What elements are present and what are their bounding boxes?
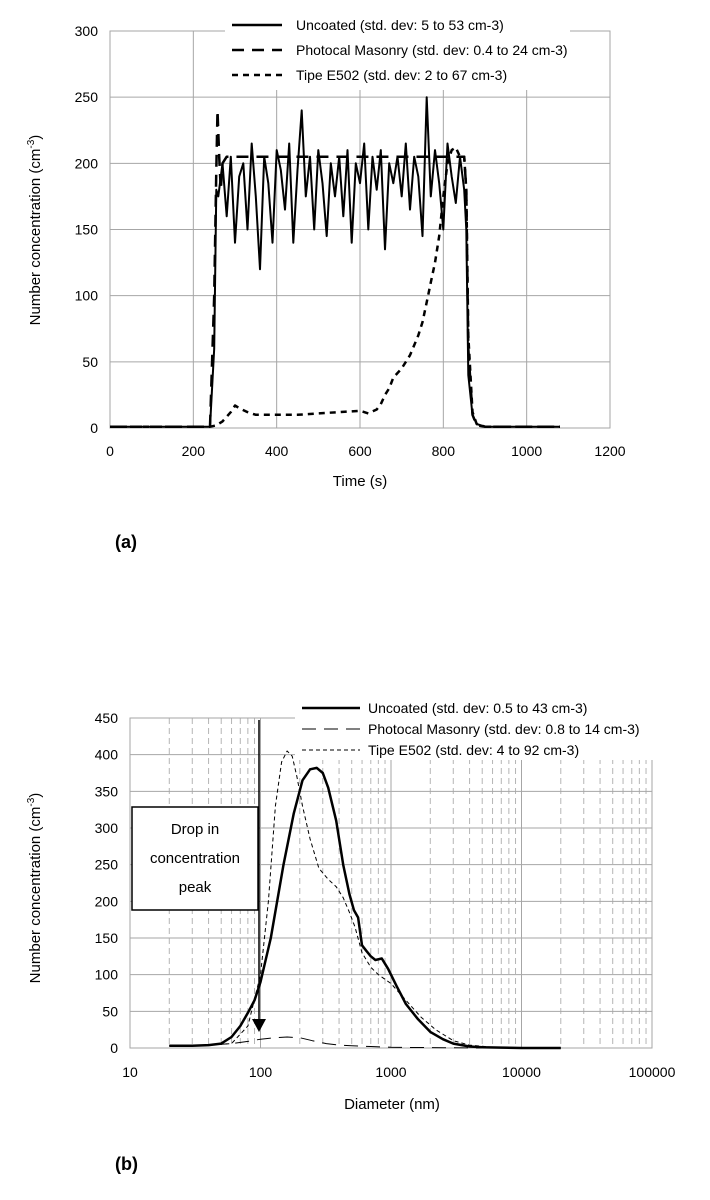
- chart-y-tick-label: 450: [95, 710, 119, 726]
- chart-y-tick-label: 50: [102, 1003, 118, 1019]
- chart-x-tick-label: 100000: [629, 1064, 676, 1080]
- chart-b-legend-background: [295, 697, 695, 760]
- chart-a-y-tick-labels: 0 50 100 150 200 250 300: [75, 23, 99, 436]
- chart-a-x-axis-label: Time (s): [333, 473, 387, 490]
- panel-a-label: (a): [115, 532, 137, 552]
- chart-y-tick-label: 300: [75, 23, 99, 39]
- chart-b-annotation: Drop in concentration peak: [131, 720, 266, 1032]
- chart-y-tick-label: 350: [95, 783, 119, 799]
- chart-series-line-2: [169, 1036, 561, 1049]
- chart-series-line-1: [169, 766, 561, 1050]
- chart-x-tick-label: 600: [348, 443, 372, 459]
- chart-a-grid: [109, 30, 611, 429]
- chart-a-legend-label-uncoated: Uncoated (std. dev: 5 to 53 cm-3): [296, 17, 504, 33]
- chart-a-y-axis-label-end: ): [27, 135, 44, 140]
- chart-b-y-axis-label-main: Number concentration (cm: [27, 807, 44, 984]
- chart-y-tick-label: 200: [95, 893, 119, 909]
- chart-y-tick-label: 150: [75, 222, 99, 238]
- chart-y-tick-label: 50: [82, 354, 98, 370]
- chart-x-tick-label: 800: [432, 443, 456, 459]
- chart-y-tick-label: 200: [75, 155, 99, 171]
- chart-y-tick-label: 100: [75, 288, 99, 304]
- chart-b-series-group: [169, 750, 561, 1050]
- chart-a-legend-label-photocal: Photocal Masonry (std. dev: 0.4 to 24 cm…: [296, 42, 568, 58]
- chart-b: 10 100 1000 10000 100000 0 50 100 150 200 250 300 3…: [26, 697, 695, 1174]
- chart-y-tick-label: 250: [75, 89, 99, 105]
- chart-x-tick-label: 10: [122, 1064, 138, 1080]
- chart-x-tick-label: 10000: [502, 1064, 541, 1080]
- chart-y-tick-label: 150: [95, 930, 119, 946]
- chart-b-annotation-line-2: concentration: [150, 850, 240, 867]
- chart-y-tick-label: 100: [95, 967, 119, 983]
- chart-y-tick-label: 300: [95, 820, 119, 836]
- chart-b-legend: Uncoated (std. dev: 0.5 to 43 cm-3) Phot…: [295, 697, 695, 760]
- chart-series-line-2: [110, 109, 560, 428]
- chart-y-tick-label: 0: [110, 1040, 118, 1056]
- chart-x-tick-label: 200: [182, 443, 206, 459]
- chart-b-annotation-line-3: peak: [179, 879, 212, 896]
- chart-x-tick-label: 0: [106, 443, 114, 459]
- chart-series-line-3: [169, 750, 561, 1049]
- chart-a-y-axis-label-main: Number concentration (cm: [27, 149, 44, 326]
- chart-a-legend-background: [225, 10, 570, 90]
- chart-b-y-tick-labels: 0 50 100 150 200 250 300 350 400 450: [95, 710, 119, 1056]
- chart-x-tick-label: 1000: [511, 443, 542, 459]
- chart-b-annotation-box: [131, 806, 259, 911]
- chart-b-y-axis-label-sup: -3: [26, 797, 37, 806]
- chart-b-x-axis-label: Diameter (nm): [344, 1096, 440, 1113]
- chart-x-tick-label: 400: [265, 443, 289, 459]
- chart-a: 0 200 400 600 800 1000 1200 0 50 100 150 200 250 300…: [26, 10, 626, 552]
- panel-b-label: (b): [115, 1154, 138, 1174]
- chart-b-grid: [129, 717, 653, 1049]
- chart-y-tick-label: 400: [95, 747, 119, 763]
- chart-a-legend: Uncoated (std. dev: 5 to 53 cm-3) Photoc…: [225, 10, 570, 90]
- chart-series-line-1: [110, 96, 560, 428]
- chart-x-tick-label: 100: [249, 1064, 273, 1080]
- chart-b-y-axis-label: Number concentration (cm-3): [26, 793, 44, 984]
- chart-a-y-axis-label: Number concentration (cm-3): [26, 135, 44, 326]
- chart-a-x-tick-labels: 0 200 400 600 800 1000 1200: [106, 443, 626, 459]
- chart-b-annotation-line-1: Drop in: [171, 821, 219, 838]
- chart-y-tick-label: 250: [95, 857, 119, 873]
- chart-b-legend-label-uncoated: Uncoated (std. dev: 0.5 to 43 cm-3): [368, 700, 587, 716]
- chart-b-legend-label-tipe: Tipe E502 (std. dev: 4 to 92 cm-3): [368, 742, 579, 758]
- chart-a-legend-label-tipe: Tipe E502 (std. dev: 2 to 67 cm-3): [296, 67, 507, 83]
- chart-b-x-tick-labels: 10 100 1000 10000 100000: [122, 1064, 675, 1080]
- chart-x-tick-label: 1200: [594, 443, 625, 459]
- chart-b-y-axis-label-end: ): [27, 793, 44, 798]
- chart-a-series-group: [110, 96, 560, 428]
- chart-b-annotation-arrowhead: [252, 1019, 266, 1032]
- chart-series-line-3: [110, 146, 560, 428]
- chart-a-y-axis-label-sup: -3: [26, 139, 37, 148]
- chart-y-tick-label: 0: [90, 420, 98, 436]
- chart-b-legend-label-photocal: Photocal Masonry (std. dev: 0.8 to 14 cm…: [368, 721, 640, 737]
- chart-x-tick-label: 1000: [375, 1064, 406, 1080]
